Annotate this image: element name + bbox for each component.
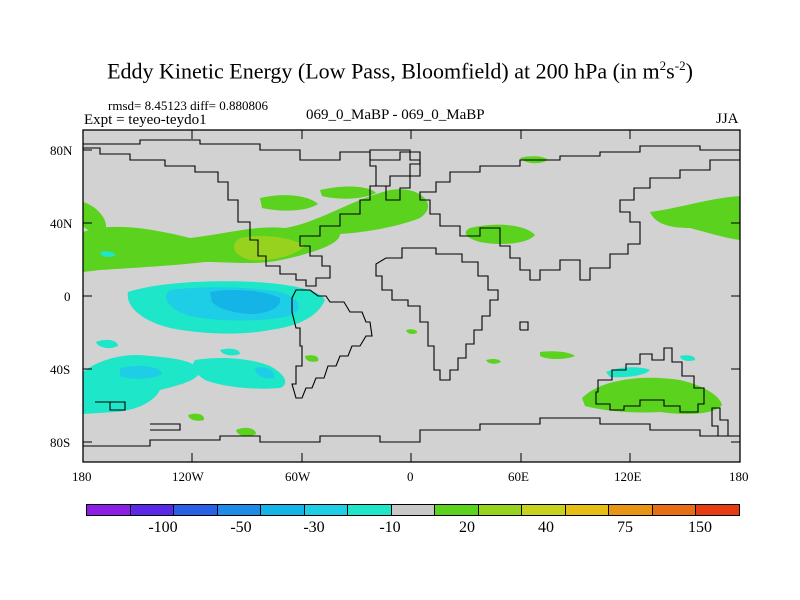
axis-ticks <box>83 130 740 462</box>
stats-label: rmsd= 8.45123 diff= 0.880806 <box>108 98 268 113</box>
coast-south-america <box>291 289 373 399</box>
contour-positive-s-pac <box>188 413 205 421</box>
colorbar-swatch <box>87 505 131 515</box>
expt-label: Expt = teyeo-teydo1 <box>84 112 207 128</box>
contour-positive-sa-tip <box>305 355 319 362</box>
colorbar-swatch <box>609 505 653 515</box>
colorbar-label: -30 <box>303 519 325 536</box>
title-text: Eddy Kinetic Energy (Low Pass, Bloomfiel… <box>107 58 660 84</box>
colorbar-swatch <box>391 505 436 515</box>
map-title: Eddy Kinetic Energy (Low Pass, Bloomfiel… <box>0 58 800 84</box>
colorbar-swatch <box>348 505 392 515</box>
contour-positive-safrica <box>406 329 418 334</box>
contour-negative-spac-east <box>193 358 286 389</box>
colorbar-swatch <box>261 505 305 515</box>
season-label: JJA <box>716 111 739 127</box>
contour-positive-canada <box>320 186 376 199</box>
coast-north-america <box>83 139 421 287</box>
coast-sea-ice <box>95 321 529 431</box>
coast-antarctica <box>83 417 740 447</box>
contour-positive-nw-pacific <box>650 196 740 240</box>
colorbar-swatch <box>304 505 349 515</box>
x-tick-120e: 120E <box>614 469 642 484</box>
colorbar <box>86 504 740 516</box>
contour-positive-alaska <box>260 195 318 211</box>
colorbar-label: 150 <box>688 519 712 536</box>
y-tick-80s: 80S <box>50 435 71 450</box>
colorbar-swatch <box>130 505 175 515</box>
colorbar-label: -100 <box>148 519 178 536</box>
colorbar-swatch <box>652 505 697 515</box>
colorbar-label: -50 <box>230 519 252 536</box>
colorbar-swatch <box>435 505 479 515</box>
contour-positive-npac-core <box>233 236 305 261</box>
coast-eurasia <box>419 145 740 281</box>
colorbar-swatch <box>522 505 566 515</box>
contour-negative-spac-small <box>255 367 275 379</box>
title-sup-1: 2 <box>659 58 667 73</box>
coast-australia <box>595 347 705 413</box>
x-tick-60w: 60W <box>285 469 311 484</box>
colorbar-label: 40 <box>538 519 554 536</box>
y-tick-0: 0 <box>64 289 71 304</box>
x-tick-180e: 180 <box>729 469 749 484</box>
contour-fields <box>83 156 740 437</box>
contour-positive-saus <box>582 377 722 414</box>
x-tick-120w: 120W <box>172 469 204 484</box>
colorbar-swatch <box>174 505 218 515</box>
colorbar-label: 75 <box>617 519 633 536</box>
contour-positive-s-atl <box>236 427 256 437</box>
title-sup-2: -2 <box>674 58 686 73</box>
contour-negative-npac-small <box>100 251 116 257</box>
title-mid: s <box>666 58 675 84</box>
title-close: ) <box>685 58 693 84</box>
contour-positive-npac <box>83 189 429 272</box>
colorbar-label: 20 <box>459 519 475 536</box>
y-tick-80n: 80N <box>50 143 73 158</box>
y-tick-40s: 40S <box>50 362 71 377</box>
contour-negative-tep-inner <box>210 290 281 314</box>
contour-positive-npac-west <box>83 202 106 232</box>
coast-greenland <box>369 149 421 201</box>
colorbar-swatch <box>696 505 739 515</box>
contour-positive-sio-small <box>540 351 575 359</box>
contour-negative-spac <box>83 354 200 414</box>
coast-africa <box>375 247 499 381</box>
x-tick-0: 0 <box>407 469 414 484</box>
colorbar-swatch <box>565 505 610 515</box>
colorbar-label: -10 <box>379 519 401 536</box>
contour-negative-spac-core <box>120 366 162 379</box>
colorbar-swatch <box>478 505 523 515</box>
colorbar-swatch <box>217 505 262 515</box>
x-tick-60e: 60E <box>508 469 529 484</box>
coastlines <box>83 139 740 447</box>
contour-positive-sa-small <box>486 358 501 364</box>
contour-negative-spac-mid <box>220 348 240 356</box>
subtitle-label: 069_0_MaBP - 069_0_MaBP <box>306 107 485 123</box>
contour-negative-spac-west <box>96 339 118 349</box>
y-tick-40n: 40N <box>50 216 73 231</box>
contour-negative-sio-small <box>680 355 696 361</box>
x-tick-180w: 180 <box>72 469 92 484</box>
